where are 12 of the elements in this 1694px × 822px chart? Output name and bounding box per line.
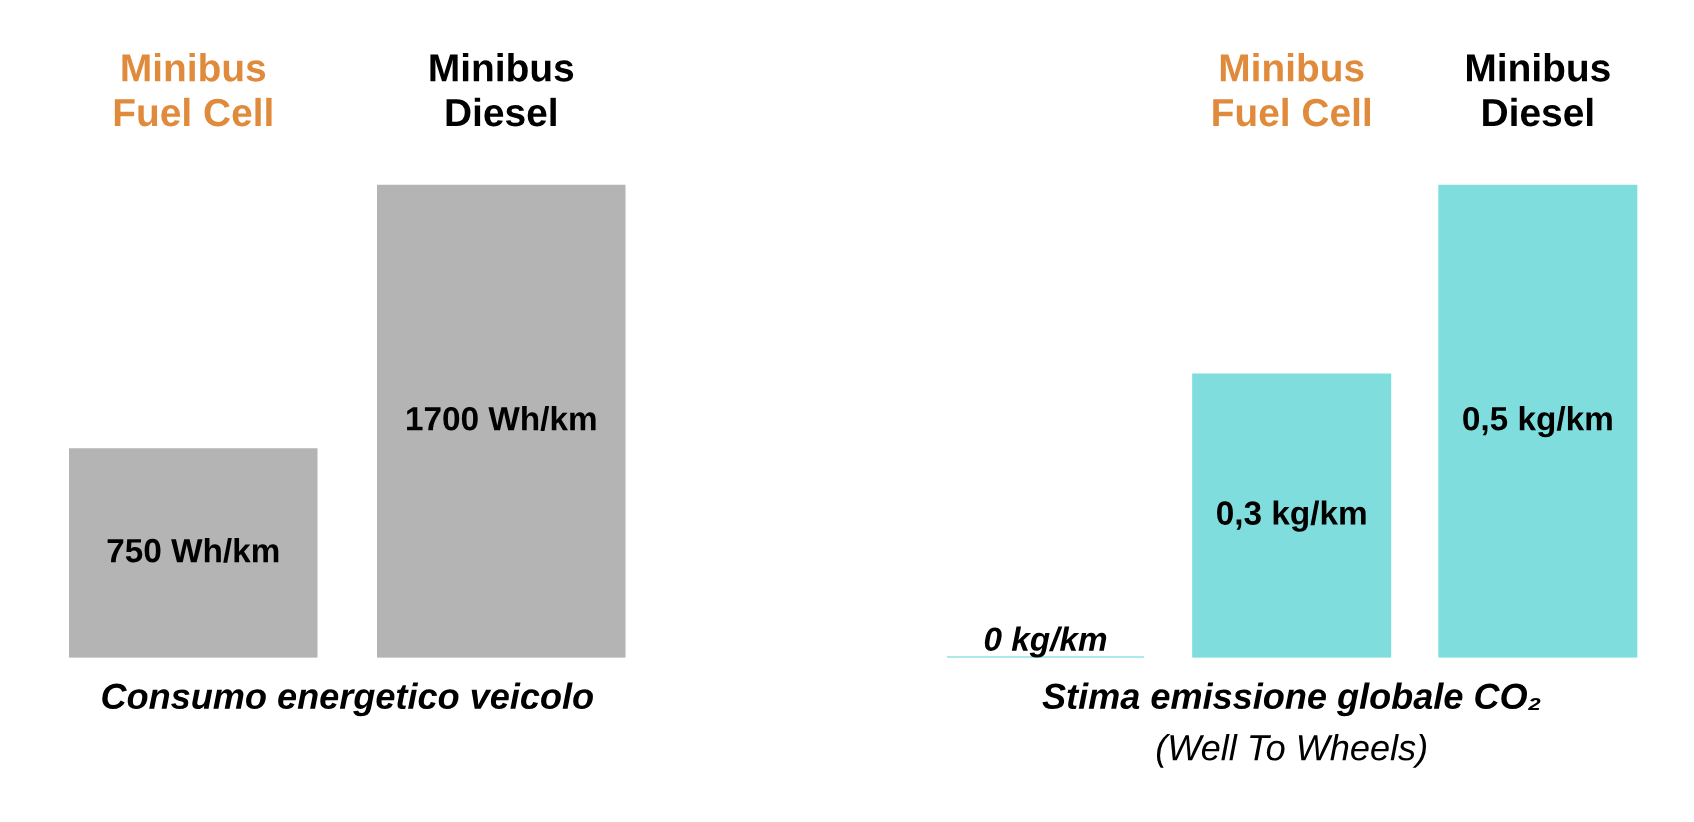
- x-axis-title: Stima emissione globale CO₂: [1042, 682, 1541, 717]
- data-label: 1700 Wh/km: [407, 406, 596, 431]
- x-axis-title: Consumo energetico veicolo: [102, 682, 593, 717]
- data-label: 0 kg/km: [984, 626, 1107, 658]
- text: (Well To Wheels): [1156, 734, 1427, 768]
- data-label: 0,3 kg/km: [1217, 500, 1366, 532]
- x-tick-label: Minibus Fuel Cell: [1213, 53, 1370, 127]
- x-tick-label: Minibus Diesel: [430, 53, 574, 127]
- data-label: 0,5 kg/km: [1463, 406, 1612, 438]
- x-tick-label: Minibus Fuel Cell: [114, 53, 272, 127]
- data-label: 750 Wh/km: [107, 537, 279, 563]
- x-tick-label: Minibus Diesel: [1466, 53, 1610, 127]
